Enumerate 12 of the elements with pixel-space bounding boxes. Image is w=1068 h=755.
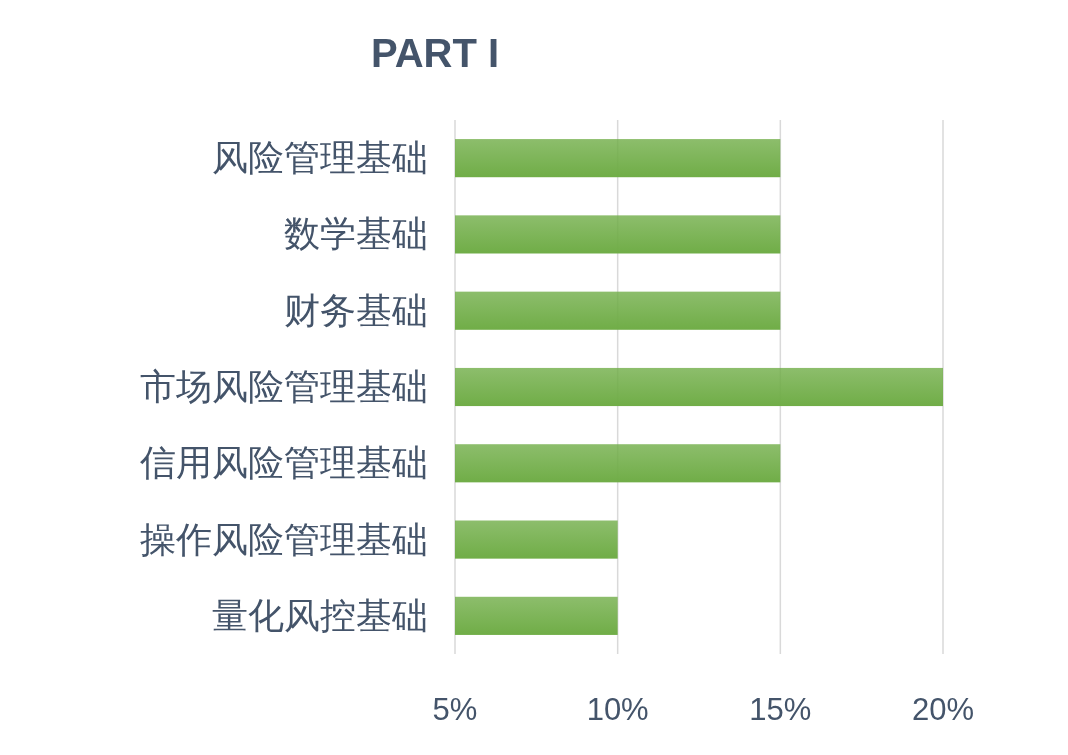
- x-tick-label: 10%: [586, 692, 649, 727]
- x-tick-label: 5%: [432, 692, 478, 727]
- y-tick-label: 财务基础: [284, 289, 428, 331]
- x-tick-label: 20%: [911, 692, 975, 727]
- y-tick-label: 量化风控基础: [212, 594, 428, 636]
- y-tick-label: 信用风险管理基础: [140, 442, 428, 484]
- chart-title: PART I: [370, 31, 500, 75]
- x-tick-label: 15%: [749, 692, 812, 727]
- y-tick-label: 数学基础: [284, 213, 428, 255]
- y-tick-label: 风险管理基础: [212, 137, 428, 179]
- y-tick-label: 操作风险管理基础: [140, 518, 428, 560]
- y-tick-label: 市场风险管理基础: [140, 366, 428, 407]
